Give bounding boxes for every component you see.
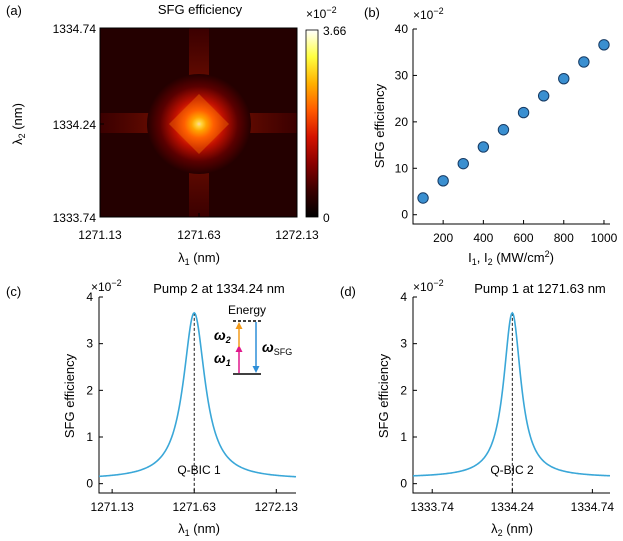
panel-d-annotation: Q-BIC 2 — [490, 463, 534, 477]
heatmap-ytick-label: 1334.74 — [53, 22, 97, 36]
c-xtick-label: 1271.63 — [173, 500, 217, 514]
panel-b: (b) ×10−2 SFG efficiency I1, I2 (MW/cm2)… — [364, 5, 618, 267]
c-ytick-label: 2 — [86, 383, 93, 397]
heatmap-xtick-label: 1271.63 — [177, 228, 221, 242]
omega-sfg-arrowhead — [252, 366, 260, 373]
scatter-point — [477, 141, 490, 153]
scatter-point — [578, 56, 590, 68]
omega1-label: ω1 — [214, 350, 231, 368]
d-ytick-label: 2 — [400, 383, 407, 397]
scatter-points — [417, 39, 610, 204]
scatter-point — [497, 124, 510, 136]
d-ytick-label: 0 — [400, 477, 407, 491]
panel-c: (c) ×10−2 Pump 2 at 1334.24 nm SFG effic… — [6, 278, 298, 538]
scatter-ytick-label: 20 — [395, 115, 409, 129]
omega1-arrowhead — [235, 345, 243, 352]
d-ytick-label: 3 — [400, 337, 407, 351]
c-xtick-label: 1271.13 — [90, 500, 134, 514]
panel-d-exponent: ×10−2 — [413, 278, 444, 294]
d-xtick-label: 1333.74 — [411, 500, 455, 514]
panel-c-label: (c) — [6, 284, 21, 299]
heatmap-xtick-label: 1271.13 — [78, 228, 122, 242]
scatter-point — [437, 175, 449, 187]
heatmap-hotspot — [147, 74, 251, 174]
c-ytick-label: 0 — [86, 477, 93, 491]
omega2-label: ω2 — [214, 327, 231, 345]
panel-d-xticks: 1333.74 1334.24 1334.74 — [411, 489, 615, 514]
scatter-yticks: 0 10 20 30 40 — [395, 22, 417, 222]
c-xtick-label: 1272.13 — [255, 500, 299, 514]
d-xtick-label: 1334.24 — [491, 500, 535, 514]
scatter-xtick-label: 1000 — [591, 231, 618, 245]
panel-c-yticks: 0 1 2 3 4 — [86, 290, 103, 491]
scatter-ylabel: SFG efficiency — [372, 83, 387, 168]
c-ytick-label: 1 — [86, 430, 93, 444]
panel-c-axes — [98, 297, 296, 494]
panel-a-label: (a) — [6, 3, 22, 18]
scatter-point — [457, 157, 469, 170]
panel-d-ylabel: SFG efficiency — [376, 353, 391, 438]
scatter-point — [598, 39, 610, 51]
heatmap-xlabel: λ1 (nm) — [178, 250, 220, 267]
panel-d-label: (d) — [340, 284, 356, 299]
c-ytick-label: 3 — [86, 337, 93, 351]
scatter-xlabel: I1, I2 (MW/cm2) — [468, 249, 554, 267]
heatmap-ylabel: λ2 (nm) — [10, 103, 27, 145]
energy-diagram: Energy ω2 ω1 ωSFG — [214, 303, 292, 375]
scatter-point — [417, 192, 429, 204]
panel-d: (d) ×10−2 Pump 1 at 1271.63 nm SFG effic… — [340, 278, 614, 538]
scatter-xtick-label: 200 — [433, 231, 453, 245]
scatter-xtick-label: 600 — [514, 231, 534, 245]
panel-c-curve — [98, 311, 297, 478]
colorbar-min-label: 0 — [323, 211, 330, 225]
d-xtick-label: 1334.74 — [571, 500, 615, 514]
heatmap-ytick-label: 1333.74 — [53, 211, 97, 225]
panel-b-exponent: ×10−2 — [413, 6, 444, 22]
scatter-point — [517, 106, 530, 119]
panel-d-title: Pump 1 at 1271.63 nm — [474, 281, 606, 296]
panel-d-xlabel: λ2 (nm) — [491, 521, 533, 538]
colorbar-max-label: 3.66 — [323, 24, 347, 38]
c-ytick-label: 4 — [86, 290, 93, 304]
panel-b-label: (b) — [364, 5, 380, 20]
panel-c-title: Pump 2 at 1334.24 nm — [153, 281, 285, 296]
panel-a-title: SFG efficiency — [158, 2, 243, 17]
heatmap-image — [100, 28, 297, 217]
scatter-point — [558, 72, 570, 85]
panel-d-yticks: 0 1 2 3 4 — [400, 290, 417, 491]
energy-diagram-title: Energy — [228, 303, 266, 317]
heatmap-ytick-label: 1334.24 — [53, 118, 97, 132]
scatter-ytick-label: 0 — [401, 208, 408, 222]
scatter-ytick-label: 30 — [395, 68, 409, 82]
panel-d-curve — [412, 311, 611, 477]
omega2-arrowhead — [235, 322, 243, 329]
d-ytick-label: 1 — [400, 430, 407, 444]
scatter-point — [537, 90, 550, 102]
panel-c-xticks: 1271.13 1271.63 1272.13 — [90, 489, 298, 514]
scatter-xtick-label: 400 — [473, 231, 493, 245]
colorbar-exponent: ×10−2 — [306, 5, 337, 21]
scatter-xtick-label: 800 — [554, 231, 574, 245]
scatter-axes — [412, 29, 610, 225]
panel-c-xlabel: λ1 (nm) — [178, 521, 220, 538]
colorbar — [305, 29, 319, 218]
scatter-ytick-label: 40 — [395, 22, 409, 36]
panel-c-annotation: Q-BIC 1 — [177, 463, 221, 477]
scatter-ytick-label: 10 — [395, 161, 409, 175]
heatmap-xtick-label: 1272.13 — [275, 228, 319, 242]
scatter-xticks: 200 400 600 800 1000 — [433, 220, 618, 245]
panel-c-exponent: ×10−2 — [91, 278, 122, 294]
d-ytick-label: 4 — [400, 290, 407, 304]
panel-d-axes — [412, 297, 610, 494]
panel-a: (a) SFG efficiency 1334.74 1334.24 1333.… — [6, 2, 347, 267]
omega-sfg-label: ωSFG — [262, 339, 292, 357]
panel-c-ylabel: SFG efficiency — [62, 353, 77, 438]
heatmap-diamond — [169, 94, 229, 154]
